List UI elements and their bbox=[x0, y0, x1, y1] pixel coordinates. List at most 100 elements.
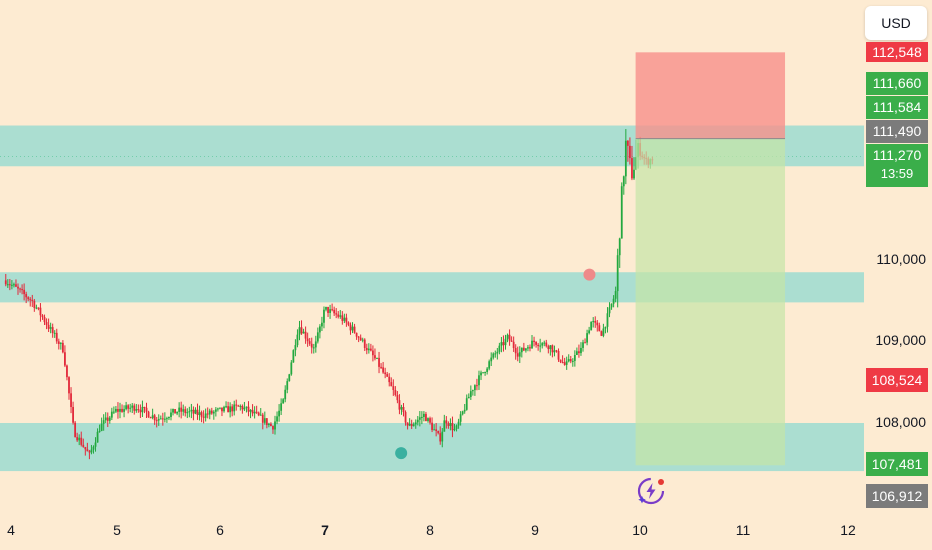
candle-body bbox=[229, 406, 232, 413]
candle-body bbox=[174, 409, 176, 414]
candle bbox=[314, 335, 317, 353]
candle bbox=[551, 344, 554, 358]
candle bbox=[543, 340, 546, 347]
candle-body bbox=[343, 317, 346, 321]
candle-body bbox=[96, 431, 99, 443]
candle-body bbox=[363, 339, 366, 348]
candle bbox=[529, 344, 531, 352]
candle-body bbox=[29, 299, 32, 301]
candle bbox=[631, 145, 633, 181]
candle bbox=[527, 345, 529, 352]
candle-body bbox=[418, 417, 421, 420]
candle bbox=[70, 387, 72, 414]
candle bbox=[535, 341, 537, 348]
candle bbox=[76, 432, 79, 442]
candle-body bbox=[467, 396, 470, 399]
candle-body bbox=[465, 398, 468, 410]
candle-body bbox=[374, 355, 376, 359]
candle bbox=[333, 306, 336, 316]
price-label-110000: 110,000 bbox=[876, 251, 926, 267]
candle bbox=[265, 418, 268, 429]
candle bbox=[553, 345, 556, 357]
candle-body bbox=[408, 424, 411, 426]
candle-body bbox=[345, 317, 348, 323]
candle-body bbox=[261, 414, 264, 423]
candle-body bbox=[394, 390, 397, 395]
candle-body bbox=[304, 331, 307, 339]
candle-body bbox=[139, 409, 142, 413]
currency-button[interactable]: USD bbox=[865, 6, 927, 40]
candle-body bbox=[35, 307, 38, 309]
candle-body bbox=[143, 406, 146, 408]
candle bbox=[414, 419, 417, 429]
candle-body bbox=[280, 403, 283, 411]
candle-body bbox=[357, 336, 360, 338]
candle bbox=[192, 406, 195, 421]
candle bbox=[45, 318, 48, 330]
candle-body bbox=[200, 412, 203, 417]
candle bbox=[204, 408, 207, 422]
candle bbox=[486, 367, 489, 375]
candle bbox=[245, 406, 248, 413]
candle bbox=[155, 416, 158, 428]
candle bbox=[622, 175, 625, 195]
candle bbox=[537, 342, 540, 351]
candle-body bbox=[504, 338, 507, 346]
candle bbox=[516, 346, 519, 362]
candle-body bbox=[618, 238, 621, 256]
candle-body bbox=[123, 409, 125, 412]
candle bbox=[367, 343, 370, 354]
candle-body bbox=[425, 413, 427, 422]
candle-body bbox=[482, 372, 484, 374]
candle-body bbox=[396, 394, 399, 401]
candle-body bbox=[559, 359, 562, 363]
candle-body bbox=[194, 409, 197, 414]
candle-body bbox=[321, 322, 323, 327]
candle-body bbox=[210, 410, 213, 414]
candle bbox=[147, 410, 150, 418]
lightning-logo-icon[interactable] bbox=[636, 476, 666, 506]
candle-body bbox=[49, 327, 52, 329]
candle bbox=[251, 404, 254, 417]
candle bbox=[474, 384, 476, 396]
candle-body bbox=[239, 405, 242, 407]
candle bbox=[514, 344, 517, 360]
candle-body bbox=[198, 412, 201, 415]
candle bbox=[482, 372, 484, 374]
candle-body bbox=[620, 186, 623, 239]
candle bbox=[31, 294, 34, 307]
candle bbox=[329, 304, 331, 319]
candle-body bbox=[243, 407, 246, 410]
candle bbox=[13, 282, 15, 288]
candle bbox=[125, 401, 128, 411]
x-tick-9: 9 bbox=[531, 522, 539, 538]
candle-body bbox=[380, 366, 382, 368]
candle bbox=[337, 311, 340, 319]
candle-body bbox=[314, 341, 317, 348]
candle-body bbox=[500, 342, 503, 346]
candle bbox=[200, 410, 203, 423]
candle-body bbox=[51, 327, 54, 333]
candle-body bbox=[386, 374, 389, 377]
candle bbox=[349, 322, 352, 335]
candle bbox=[168, 416, 170, 421]
candle bbox=[151, 408, 154, 420]
candle bbox=[88, 449, 91, 460]
candle bbox=[6, 279, 9, 288]
candle-body bbox=[208, 410, 211, 415]
candle bbox=[476, 378, 478, 391]
candle bbox=[578, 344, 580, 358]
candle bbox=[106, 412, 109, 428]
candle-body bbox=[43, 317, 46, 323]
candle bbox=[253, 406, 256, 419]
candle-body bbox=[21, 289, 23, 291]
price-label-109000: 109,000 bbox=[875, 332, 926, 348]
candle-body bbox=[469, 391, 472, 397]
candle-body bbox=[533, 340, 535, 342]
candle-body bbox=[323, 309, 325, 323]
candle-body bbox=[626, 140, 629, 146]
candle bbox=[510, 336, 513, 342]
candle-body bbox=[506, 334, 509, 339]
